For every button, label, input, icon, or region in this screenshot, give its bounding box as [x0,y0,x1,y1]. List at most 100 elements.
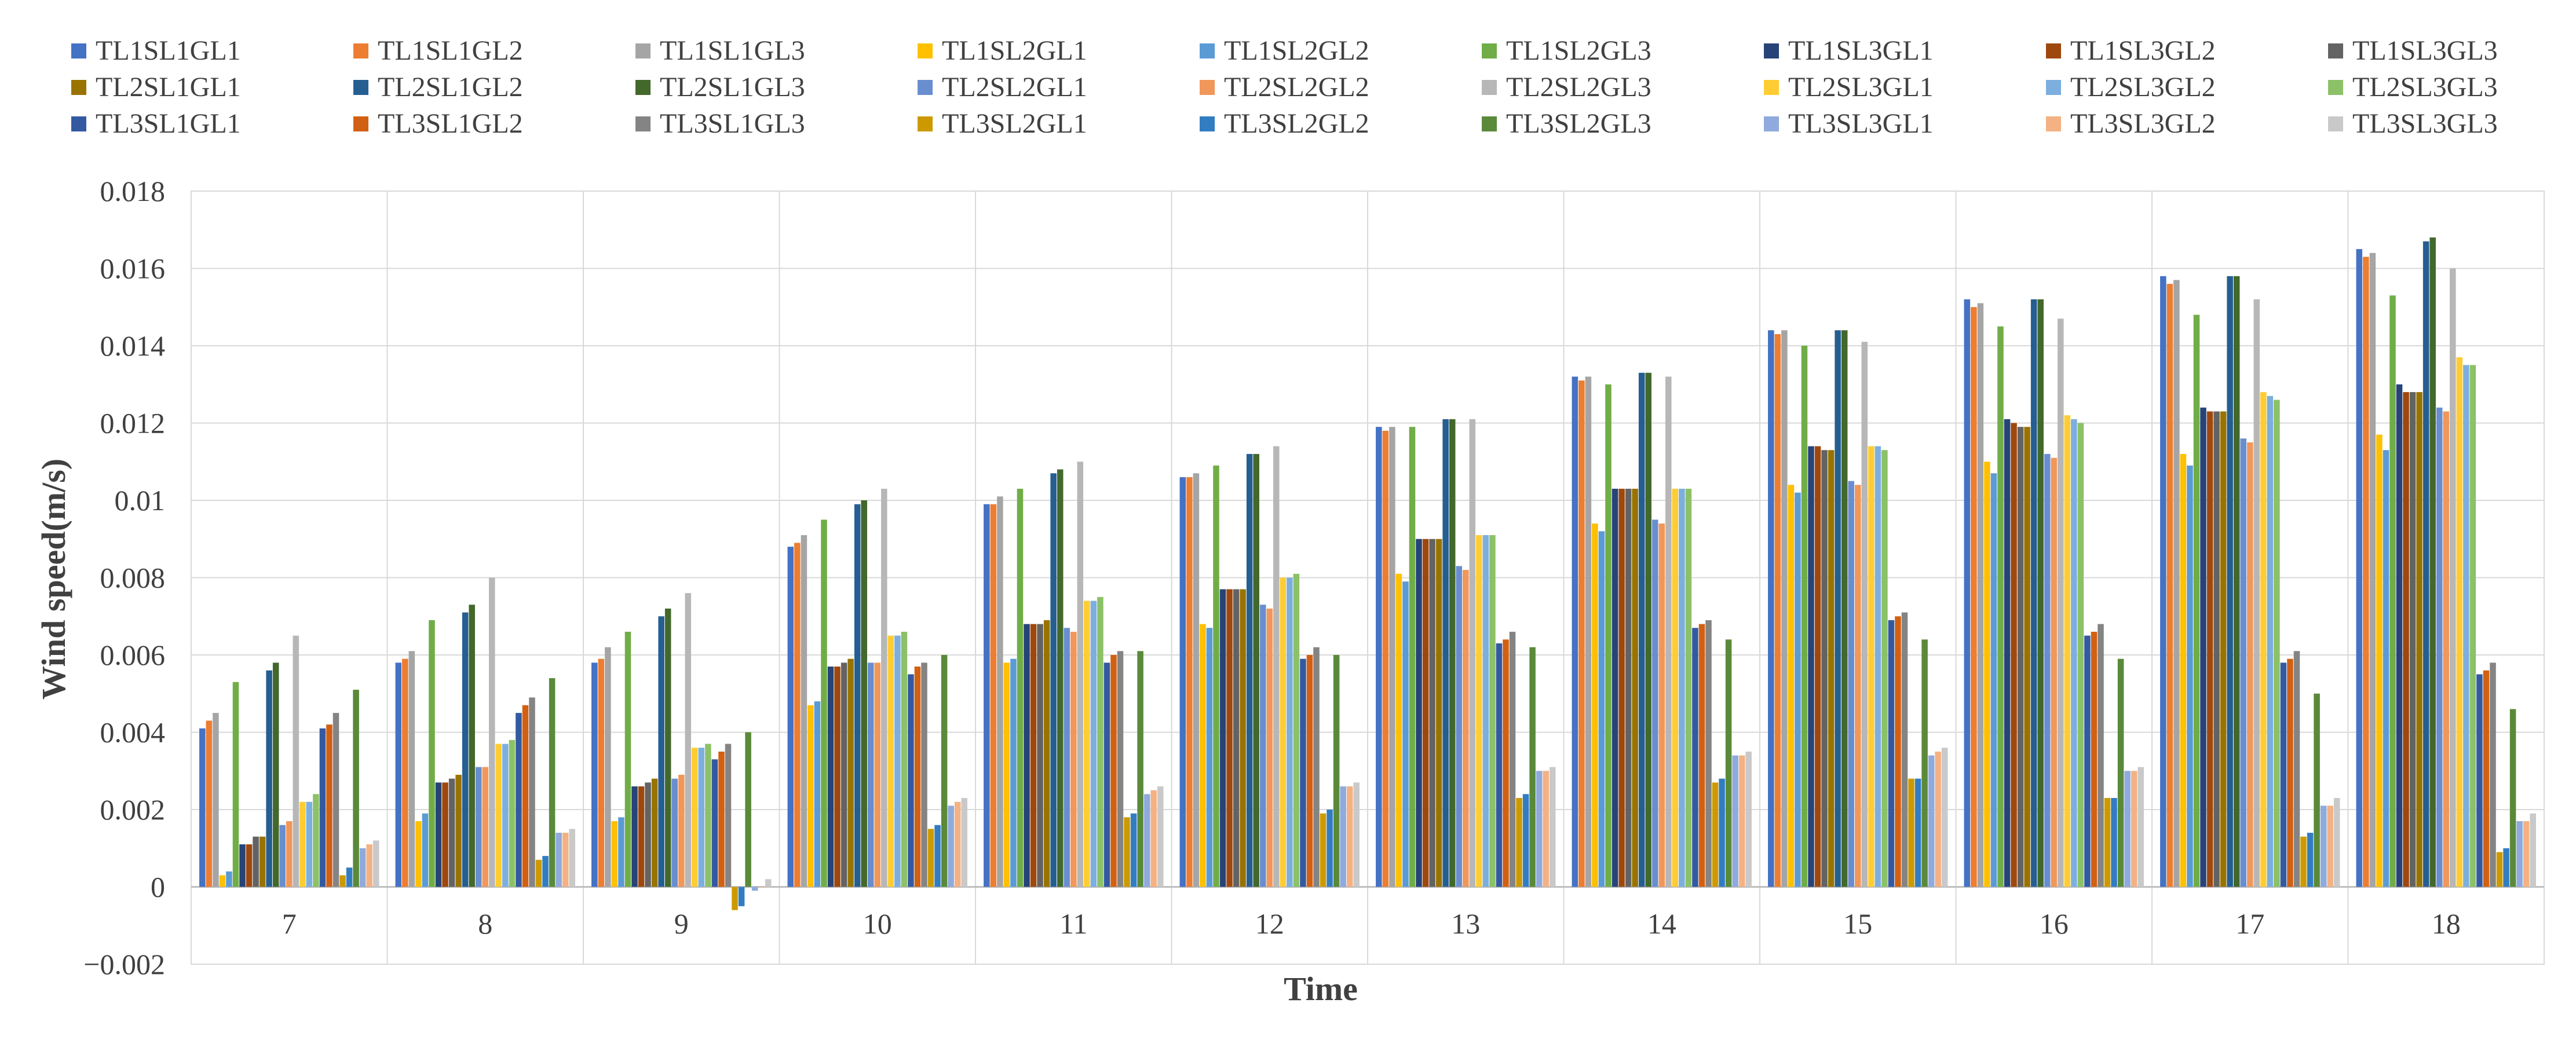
legend-swatch [2328,43,2343,58]
y-tick-label: 0.016 [100,252,166,285]
bar-TL3SL3GL2-15 [1935,751,1941,887]
legend-label: TL2SL1GL3 [660,72,805,102]
bar-TL2SL1GL2-11 [1050,473,1057,887]
bar-TL1SL1GL2-16 [1971,307,1977,887]
legend-label: TL2SL3GL1 [1788,72,1934,102]
bar-TL1SL2GL2-14 [1598,531,1605,887]
legend-swatch [1482,116,1497,131]
bar-TL2SL2GL3-17 [2253,299,2260,887]
bar-TL1SL1GL2-15 [1774,334,1781,887]
bar-TL3SL2GL1-15 [1908,778,1914,887]
bar-TL1SL1GL3-14 [1585,376,1592,887]
bar-TL2SL1GL1-14 [1632,488,1638,887]
bar-TL2SL1GL1-16 [2024,427,2030,887]
legend-swatch [2328,116,2343,131]
bar-TL3SL2GL2-17 [2307,833,2314,887]
bar-TL2SL3GL2-15 [1875,446,1881,887]
bar-TL2SL1GL2-17 [2227,276,2233,887]
plot-border [191,191,2545,965]
series-TL2SL3GL3 [313,365,2476,887]
bar-TL2SL2GL2-11 [1070,631,1077,887]
bar-TL1SL2GL2-10 [814,701,821,887]
bar-TL1SL3GL1-8 [435,782,442,887]
bar-TL1SL3GL1-17 [2200,407,2206,887]
bar-TL2SL1GL1-9 [651,778,658,887]
bar-TL3SL1GL1-14 [1692,628,1698,887]
bar-TL2SL3GL2-16 [2071,419,2077,887]
series-TL3SL3GL3 [372,748,2536,887]
bar-TL3SL1GL3-15 [1901,612,1908,887]
bar-TL3SL2GL2-12 [1327,810,1333,887]
bar-TL1SL2GL1-10 [807,705,814,887]
bar-TL3SL2GL2-7 [346,867,353,887]
bar-TL2SL2GL1-8 [475,767,482,887]
bar-TL2SL1GL3-18 [2429,237,2436,887]
bar-TL3SL1GL1-8 [516,713,522,887]
legend-item-TL2SL3GL2: TL2SL3GL2 [2046,72,2216,102]
bar-TL3SL2GL1-16 [2104,797,2111,887]
bar-TL3SL1GL1-9 [711,759,718,887]
legend-swatch [353,116,368,131]
bar-TL2SL1GL2-15 [1835,330,1841,887]
bar-TL3SL2GL3-17 [2314,693,2320,887]
bar-TL3SL3GL1-13 [1536,771,1543,887]
bar-TL2SL2GL2-14 [1658,524,1665,887]
series-TL3SL1GL3 [332,612,2496,887]
bar-TL3SL2GL2-9 [738,887,745,906]
bar-TL3SL1GL1-10 [908,674,914,887]
gridlines [191,191,2544,965]
x-tick-label: 12 [1255,907,1284,940]
bar-TL1SL1GL3-8 [408,651,415,887]
bar-TL3SL1GL1-15 [1888,620,1895,887]
bar-TL1SL3GL3-16 [2017,427,2024,887]
bar-TL3SL3GL1-14 [1732,755,1738,887]
bar-TL2SL3GL3-9 [705,744,711,887]
bar-TL3SL3GL3-13 [1549,767,1556,887]
bar-TL2SL3GL1-17 [2260,392,2267,887]
bar-TL3SL3GL1-12 [1340,786,1346,887]
bar-TL2SL3GL3-13 [1489,535,1496,887]
series-TL1SL1GL1 [199,249,2363,887]
bar-TL3SL1GL3-12 [1313,647,1320,887]
legend-item-TL1SL2GL3: TL1SL2GL3 [1482,35,1651,66]
bar-TL2SL3GL1-8 [495,744,502,887]
bar-TL3SL3GL1-7 [359,848,366,887]
bar-TL3SL3GL2-14 [1738,755,1745,887]
y-tick-label: 0.006 [100,639,166,671]
bar-TL1SL1GL1-7 [199,728,206,887]
bar-TL1SL1GL3-12 [1193,473,1200,887]
bar-TL1SL3GL2-17 [2206,411,2213,887]
bar-TL3SL2GL1-13 [1516,797,1522,887]
bar-TL1SL3GL3-10 [841,662,847,887]
legend-item-TL3SL2GL2: TL3SL2GL2 [1200,108,1369,139]
legend-swatch [635,116,651,131]
bar-TL2SL2GL3-10 [881,488,887,887]
bar-TL2SL1GL3-12 [1253,453,1259,887]
legend-label: TL1SL2GL2 [1224,35,1369,66]
bar-TL3SL1GL2-8 [522,705,529,887]
bar-TL2SL2GL3-7 [293,635,299,887]
bar-TL1SL1GL3-7 [213,713,219,887]
bar-TL1SL2GL2-11 [1010,658,1017,887]
bar-TL1SL1GL3-17 [2173,280,2180,887]
bar-TL1SL3GL1-9 [631,786,638,887]
bar-TL3SL1GL2-16 [2091,631,2098,887]
bar-TL2SL2GL1-18 [2436,407,2443,887]
bar-TL2SL1GL3-10 [861,500,867,887]
bar-TL2SL3GL1-13 [1476,535,1482,887]
bar-TL2SL3GL1-10 [887,635,894,887]
bar-TL1SL2GL3-7 [232,682,239,887]
bar-TL2SL2GL3-9 [685,593,692,887]
bar-TL2SL2GL1-9 [671,778,678,887]
bar-TL2SL1GL2-16 [2030,299,2037,887]
bar-TL3SL2GL2-11 [1130,813,1137,887]
y-tick-label: 0.002 [100,793,166,826]
bar-TL1SL1GL3-16 [1977,303,1984,887]
y-tick-label: 0.008 [100,562,166,594]
bar-TL3SL1GL3-16 [2098,624,2104,887]
x-tick-label: 8 [478,907,492,940]
bar-TL3SL1GL3-10 [921,662,927,887]
bar-TL2SL1GL3-13 [1449,419,1456,887]
bar-TL2SL3GL3-12 [1293,573,1300,887]
series-TL1SL3GL2 [246,392,2409,887]
